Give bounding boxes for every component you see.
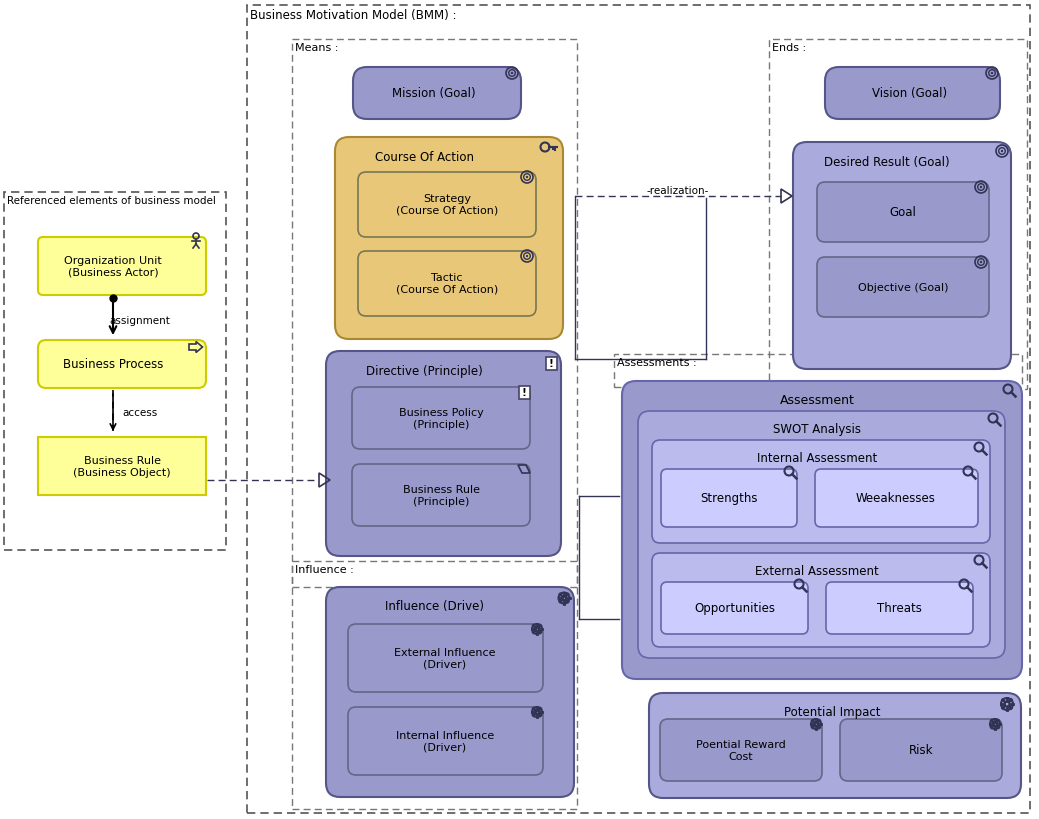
FancyBboxPatch shape [326, 351, 561, 556]
FancyBboxPatch shape [348, 624, 543, 692]
Text: Potential Impact: Potential Impact [783, 705, 880, 718]
Bar [4, 192, 227, 550]
Circle shape [526, 256, 528, 258]
Text: Strengths: Strengths [700, 492, 757, 505]
FancyBboxPatch shape [661, 582, 808, 634]
FancyBboxPatch shape [353, 68, 521, 120]
Text: Influence (Drive): Influence (Drive) [384, 600, 483, 613]
Circle shape [1001, 151, 1004, 153]
Text: Weeaknesses: Weeaknesses [856, 492, 936, 505]
FancyBboxPatch shape [840, 719, 1002, 781]
Text: Internal Influence
(Driver): Internal Influence (Driver) [396, 731, 495, 752]
Text: Opportunities: Opportunities [694, 602, 775, 615]
Text: Referenced elements of business model: Referenced elements of business model [7, 196, 216, 206]
Circle shape [980, 187, 982, 189]
FancyBboxPatch shape [326, 587, 574, 797]
Text: Assessments :: Assessments : [617, 358, 696, 368]
FancyBboxPatch shape [817, 183, 989, 242]
FancyBboxPatch shape [335, 138, 563, 340]
Bar [38, 437, 206, 495]
Text: Strategy
(Course Of Action): Strategy (Course Of Action) [396, 194, 498, 215]
Text: -realization-: -realization- [647, 186, 710, 196]
Bar [545, 357, 557, 370]
FancyBboxPatch shape [649, 693, 1021, 798]
Text: Business Process: Business Process [62, 358, 163, 371]
Bar [292, 40, 577, 587]
Text: assignment: assignment [109, 315, 170, 326]
Text: !: ! [549, 359, 554, 369]
Text: Objective (Goal): Objective (Goal) [858, 283, 949, 292]
Text: Ends :: Ends : [772, 43, 806, 53]
Text: Mission (Goal): Mission (Goal) [392, 88, 476, 101]
FancyBboxPatch shape [638, 411, 1005, 658]
Text: Assessment: Assessment [779, 393, 854, 406]
FancyBboxPatch shape [826, 582, 973, 634]
Circle shape [980, 261, 982, 264]
Bar [292, 561, 577, 809]
FancyBboxPatch shape [358, 251, 536, 317]
Text: Business Rule
(Business Object): Business Rule (Business Object) [73, 455, 170, 477]
Text: Course Of Action: Course Of Action [374, 151, 474, 164]
Circle shape [526, 177, 528, 179]
Text: SWOT Analysis: SWOT Analysis [773, 423, 861, 436]
Text: Business Policy
(Principle): Business Policy (Principle) [399, 408, 483, 429]
Text: Goal: Goal [889, 206, 916, 219]
FancyBboxPatch shape [38, 238, 206, 296]
Text: access: access [123, 408, 158, 418]
FancyBboxPatch shape [660, 719, 822, 781]
FancyBboxPatch shape [652, 554, 990, 647]
Text: Business Rule
(Principle): Business Rule (Principle) [402, 485, 480, 506]
FancyBboxPatch shape [661, 469, 797, 527]
Text: Risk: Risk [909, 744, 933, 757]
Text: !: ! [522, 387, 527, 397]
Text: Threats: Threats [877, 602, 922, 615]
Text: External Influence
(Driver): External Influence (Driver) [394, 647, 496, 669]
Text: Directive (Principle): Directive (Principle) [366, 364, 482, 378]
Text: Organization Unit
(Business Actor): Organization Unit (Business Actor) [64, 256, 162, 278]
FancyBboxPatch shape [815, 469, 978, 527]
Text: Means :: Means : [295, 43, 339, 53]
Text: External Assessment: External Assessment [755, 564, 879, 577]
Bar [247, 6, 1030, 813]
Text: Influence :: Influence : [295, 564, 353, 574]
Text: Poential Reward
Cost: Poential Reward Cost [696, 740, 785, 761]
FancyBboxPatch shape [352, 387, 530, 450]
Bar [518, 386, 530, 399]
Text: Business Motivation Model (BMM) :: Business Motivation Model (BMM) : [250, 9, 456, 22]
FancyBboxPatch shape [358, 173, 536, 238]
Text: Tactic
(Course Of Action): Tactic (Course Of Action) [396, 273, 498, 295]
FancyBboxPatch shape [622, 382, 1022, 679]
FancyBboxPatch shape [817, 258, 989, 318]
Circle shape [991, 73, 993, 75]
FancyBboxPatch shape [348, 707, 543, 775]
FancyBboxPatch shape [352, 464, 530, 527]
FancyBboxPatch shape [793, 143, 1011, 369]
Circle shape [511, 73, 513, 75]
Text: Desired Result (Goal): Desired Result (Goal) [824, 156, 950, 169]
FancyBboxPatch shape [38, 341, 206, 388]
Bar [769, 40, 1027, 390]
Text: Internal Assessment: Internal Assessment [756, 451, 877, 464]
FancyBboxPatch shape [652, 441, 990, 543]
Bar [614, 355, 1022, 387]
Text: Vision (Goal): Vision (Goal) [873, 88, 948, 101]
FancyBboxPatch shape [825, 68, 1000, 120]
